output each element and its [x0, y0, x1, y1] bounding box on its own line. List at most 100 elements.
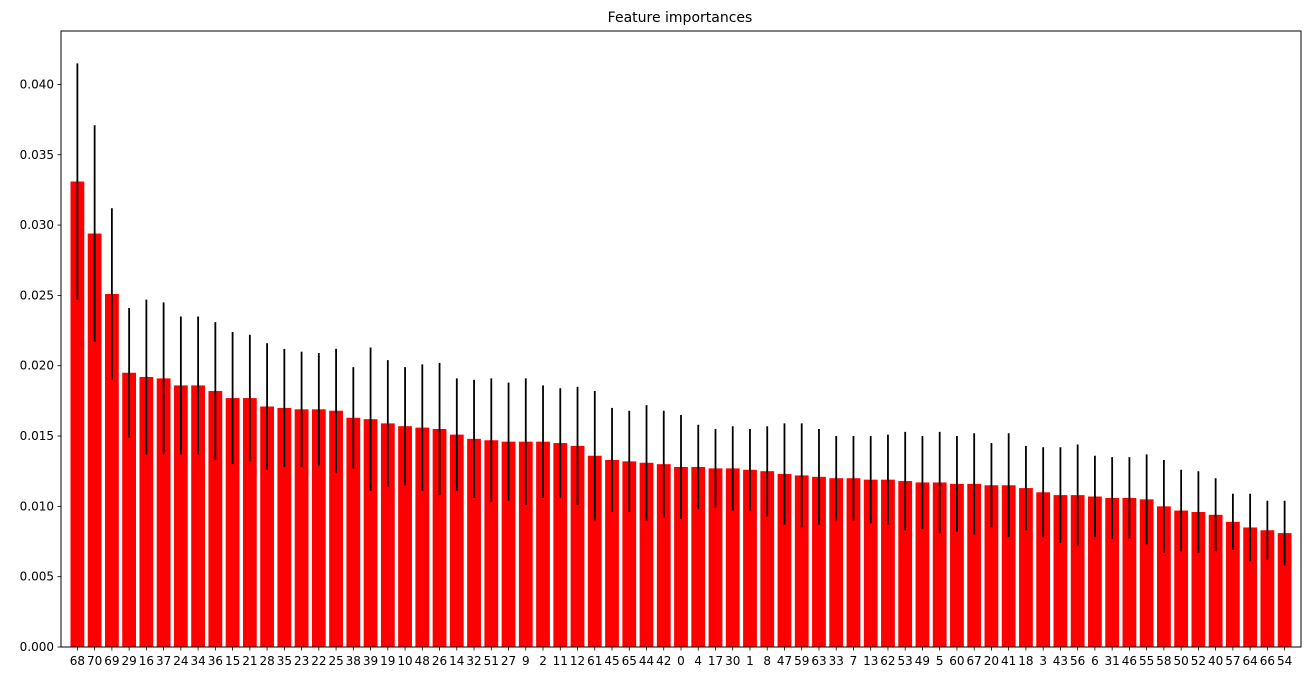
x-tick-label: 28: [259, 654, 274, 668]
bar-feature-51: [484, 440, 499, 647]
bar-feature-54: [1277, 533, 1292, 647]
bar-feature-35: [277, 407, 292, 647]
bar-feature-63: [812, 476, 826, 647]
bar-feature-56: [1070, 495, 1085, 647]
bar-feature-24: [173, 385, 188, 647]
x-tick-label: 42: [656, 654, 671, 668]
y-tick-label: 0.010: [20, 499, 54, 513]
x-tick-label: 26: [432, 654, 447, 668]
bar-feature-10: [398, 426, 412, 647]
bar-feature-3: [1036, 492, 1051, 647]
x-tick-label: 27: [501, 654, 516, 668]
x-tick-label: 5: [936, 654, 944, 668]
bar-feature-20: [984, 485, 999, 647]
x-tick-label: 37: [156, 654, 171, 668]
x-tick-label: 34: [190, 654, 205, 668]
bar-feature-1: [743, 469, 757, 647]
x-tick-label: 29: [121, 654, 136, 668]
bar-feature-60: [950, 483, 964, 647]
x-tick-label: 3: [1039, 654, 1047, 668]
x-tick-label: 31: [1105, 654, 1120, 668]
bar-feature-13: [863, 479, 878, 647]
x-tick-label: 13: [863, 654, 878, 668]
x-tick-label: 17: [708, 654, 723, 668]
bar-feature-39: [363, 419, 378, 647]
x-tick-label: 39: [363, 654, 378, 668]
bar-feature-33: [829, 478, 844, 647]
bar-feature-46: [1122, 497, 1137, 647]
bar-feature-7: [846, 478, 861, 647]
bar-feature-38: [346, 417, 361, 647]
x-tick-label: 53: [898, 654, 913, 668]
x-tick-label: 6: [1091, 654, 1099, 668]
chart-title: Feature importances: [608, 10, 753, 26]
bar-feature-17: [708, 468, 723, 647]
y-tick-label: 0.040: [20, 77, 54, 91]
x-tick-label: 61: [587, 654, 602, 668]
x-tick-label: 60: [949, 654, 964, 668]
x-tick-label: 32: [466, 654, 481, 668]
x-tick-label: 67: [967, 654, 982, 668]
bar-feature-23: [294, 409, 309, 647]
y-tick-label: 0.035: [20, 148, 54, 162]
x-tick-label: 21: [242, 654, 257, 668]
x-tick-label: 38: [346, 654, 361, 668]
x-tick-label: 54: [1277, 654, 1292, 668]
x-tick-label: 41: [1001, 654, 1016, 668]
bar-feature-47: [777, 474, 792, 647]
x-tick-label: 2: [539, 654, 547, 668]
x-tick-label: 51: [484, 654, 499, 668]
x-tick-label: 44: [639, 654, 654, 668]
x-tick-label: 11: [553, 654, 568, 668]
x-tick-label: 56: [1070, 654, 1085, 668]
x-tick-label: 52: [1191, 654, 1206, 668]
x-tick-label: 66: [1260, 654, 1275, 668]
x-tick-label: 0: [677, 654, 685, 668]
error-bars-group: [76, 63, 1286, 566]
bar-feature-8: [760, 471, 775, 647]
bar-feature-53: [898, 481, 913, 647]
x-tick-label: 19: [380, 654, 395, 668]
bar-feature-25: [329, 410, 343, 647]
x-tick-label: 14: [449, 654, 464, 668]
x-tick-label: 68: [70, 654, 85, 668]
x-tick-label: 58: [1156, 654, 1171, 668]
y-tick-label: 0.025: [20, 288, 54, 302]
x-tick-label: 10: [397, 654, 412, 668]
x-tick-label: 62: [880, 654, 895, 668]
bar-feature-26: [432, 429, 447, 647]
x-tick-label: 16: [139, 654, 154, 668]
x-tick-label: 33: [829, 654, 844, 668]
x-tick-label: 55: [1139, 654, 1154, 668]
x-tick-label: 65: [622, 654, 637, 668]
x-tick-label: 70: [87, 654, 102, 668]
x-tick-label: 15: [225, 654, 240, 668]
bar-feature-11: [553, 443, 568, 647]
bar-feature-22: [311, 409, 326, 647]
bar-feature-15: [225, 398, 240, 647]
bar-feature-57: [1225, 521, 1240, 647]
x-tick-label: 63: [811, 654, 826, 668]
y-tick-label: 0.000: [20, 640, 54, 654]
bar-feature-44: [639, 462, 654, 647]
bar-feature-66: [1260, 530, 1275, 647]
x-tick-label: 43: [1053, 654, 1068, 668]
x-tick-label: 24: [173, 654, 188, 668]
bar-feature-52: [1191, 511, 1206, 647]
y-axis: 0.000 0.005 0.010 0.015 0.020 0.025 0.030 0.035…: [20, 77, 61, 654]
bar-feature-4: [691, 466, 706, 647]
bar-feature-68: [70, 181, 85, 648]
x-tick-label: 1: [746, 654, 754, 668]
x-tick-label: 48: [415, 654, 430, 668]
bar-feature-14: [449, 434, 464, 647]
x-tick-label: 50: [1173, 654, 1188, 668]
x-tick-label: 30: [725, 654, 740, 668]
bar-feature-19: [380, 423, 395, 647]
bar-feature-5: [932, 482, 947, 647]
bar-feature-12: [570, 445, 585, 647]
bar-feature-67: [967, 483, 982, 647]
bar-feature-41: [1001, 485, 1016, 647]
bar-feature-42: [656, 464, 671, 647]
x-tick-label: 64: [1242, 654, 1257, 668]
